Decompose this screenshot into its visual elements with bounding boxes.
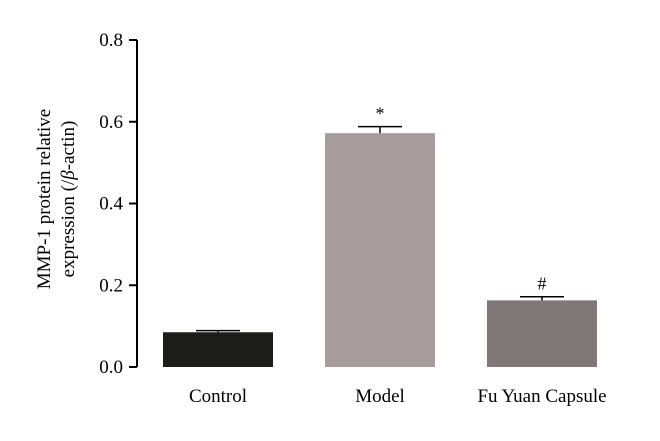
svg-text:expression (/β-actin): expression (/β-actin) — [58, 121, 79, 278]
y-axis-title: MMP-1 protein relative expression (/β-ac… — [34, 109, 79, 289]
x-axis-category-labels: Control Model Fu Yuan Capsule — [189, 386, 607, 407]
y-axis-title-line2-end: -actin) — [58, 121, 79, 171]
y-axis-title-line2: expression (/ — [58, 179, 79, 277]
y-axis-title-line1: MMP-1 protein relative — [34, 109, 55, 289]
x-category-label: Model — [355, 386, 405, 407]
bars: *# — [163, 104, 597, 367]
bar-model — [325, 133, 435, 367]
bar-control — [163, 332, 273, 367]
y-axis-title-beta: β — [58, 170, 79, 181]
bar-fu-yuan-capsule — [487, 300, 597, 367]
y-tick-label: 0.2 — [99, 275, 123, 296]
svg-text:MMP-1 protein relative: MMP-1 protein relative — [34, 109, 55, 289]
y-tick-label: 0.0 — [99, 357, 123, 378]
x-category-label: Control — [189, 386, 247, 407]
y-tick-label: 0.8 — [99, 30, 123, 51]
significance-marker: # — [538, 274, 547, 294]
x-category-label: Fu Yuan Capsule — [477, 386, 606, 407]
y-tick-label: 0.6 — [99, 112, 123, 133]
y-tick-label: 0.4 — [99, 194, 123, 215]
significance-marker: * — [376, 104, 385, 124]
y-axis-ticks: 0.0 0.2 0.4 0.6 0.8 — [99, 30, 137, 378]
